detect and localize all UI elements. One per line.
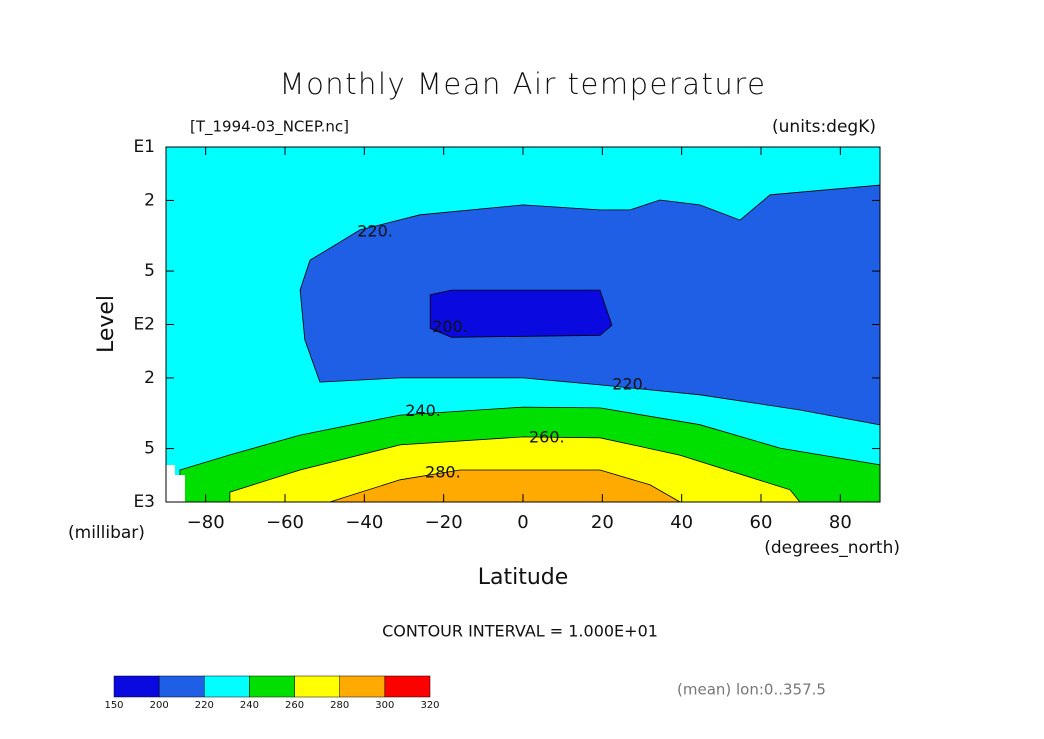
x-tick-label: −60 <box>266 512 304 533</box>
colorbar-swatch <box>294 675 340 698</box>
y-axis-label: Level <box>94 295 119 353</box>
colorbar-label: 300 <box>375 700 394 711</box>
contour-label: 220. <box>357 222 393 241</box>
x-tick-label: 20 <box>591 512 614 533</box>
x-tick-label: 80 <box>829 512 852 533</box>
contour-label: 240. <box>405 401 441 420</box>
colorbar-label: 260 <box>285 700 304 711</box>
y-tick-label: 5 <box>144 261 155 281</box>
colorbar-swatch <box>384 675 431 698</box>
x-tick-label: −40 <box>345 512 383 533</box>
colorbar-swatch <box>339 675 386 698</box>
units: (units:degK) <box>772 117 876 137</box>
y-axis-unit: (millibar) <box>68 523 145 543</box>
x-tick-label: −80 <box>187 512 225 533</box>
x-tick-label: 40 <box>670 512 693 533</box>
colorbar-swatch <box>113 675 160 698</box>
x-tick-label: −20 <box>425 512 463 533</box>
contour-label: 260. <box>529 427 565 446</box>
colorbar-label: 150 <box>104 700 123 711</box>
colorbar-label: 220 <box>195 700 214 711</box>
contour-label: 200. <box>432 317 468 336</box>
y-tick-label: 5 <box>144 439 155 459</box>
colorbar-swatch <box>204 675 250 698</box>
x-axis-label: Latitude <box>478 565 569 590</box>
y-tick-label: E2 <box>133 315 155 335</box>
footer-note: (mean) lon:0..357.5 <box>677 681 826 699</box>
colorbar-label: 240 <box>240 700 259 711</box>
missing-data <box>166 465 185 502</box>
colorbar-label: 200 <box>150 700 169 711</box>
contour-interval: CONTOUR INTERVAL = 1.000E+01 <box>382 622 658 641</box>
y-tick-label: E1 <box>133 137 155 157</box>
contour-label: 280. <box>425 462 461 481</box>
subtitle: [T_1994-03_NCEP.nc] <box>190 118 349 137</box>
y-tick-label: 2 <box>144 368 155 388</box>
colorbar-swatch <box>158 675 205 698</box>
x-axis-unit: (degrees_north) <box>764 538 900 558</box>
x-tick-label: 60 <box>750 512 773 533</box>
y-tick-label: 2 <box>144 190 155 210</box>
contour-region <box>429 289 613 338</box>
colorbar-label: 320 <box>420 700 439 711</box>
contour-label: 220. <box>612 374 648 393</box>
colorbar-swatch <box>249 675 295 698</box>
colorbar-label: 280 <box>330 700 349 711</box>
x-tick-label: 0 <box>517 512 528 533</box>
y-tick-label: E3 <box>133 492 155 512</box>
chart-title: Monthly Mean Air temperature <box>280 67 767 101</box>
